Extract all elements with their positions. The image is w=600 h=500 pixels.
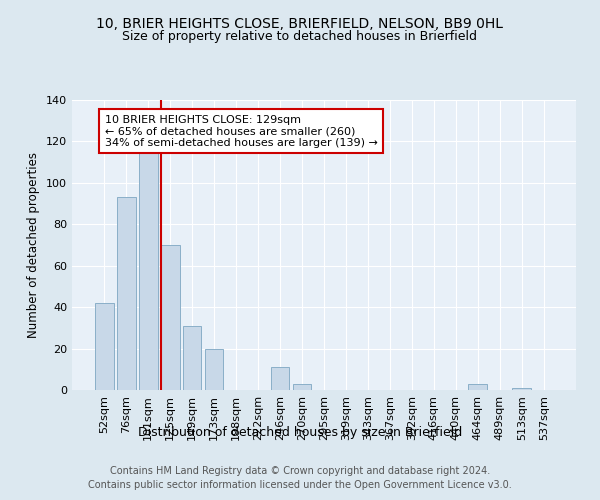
Bar — [95, 303, 113, 390]
Bar — [205, 348, 223, 390]
Bar — [293, 384, 311, 390]
Y-axis label: Number of detached properties: Number of detached properties — [28, 152, 40, 338]
Bar — [161, 245, 179, 390]
Bar — [183, 326, 202, 390]
Bar — [512, 388, 531, 390]
Text: 10, BRIER HEIGHTS CLOSE, BRIERFIELD, NELSON, BB9 0HL: 10, BRIER HEIGHTS CLOSE, BRIERFIELD, NEL… — [97, 18, 503, 32]
Bar — [139, 150, 158, 390]
Bar — [271, 367, 289, 390]
Text: Distribution of detached houses by size in Brierfield: Distribution of detached houses by size … — [138, 426, 462, 439]
Text: Contains HM Land Registry data © Crown copyright and database right 2024.
Contai: Contains HM Land Registry data © Crown c… — [88, 466, 512, 490]
Text: Size of property relative to detached houses in Brierfield: Size of property relative to detached ho… — [122, 30, 478, 43]
Bar — [469, 384, 487, 390]
Bar — [117, 198, 136, 390]
Text: 10 BRIER HEIGHTS CLOSE: 129sqm
← 65% of detached houses are smaller (260)
34% of: 10 BRIER HEIGHTS CLOSE: 129sqm ← 65% of … — [104, 114, 377, 148]
